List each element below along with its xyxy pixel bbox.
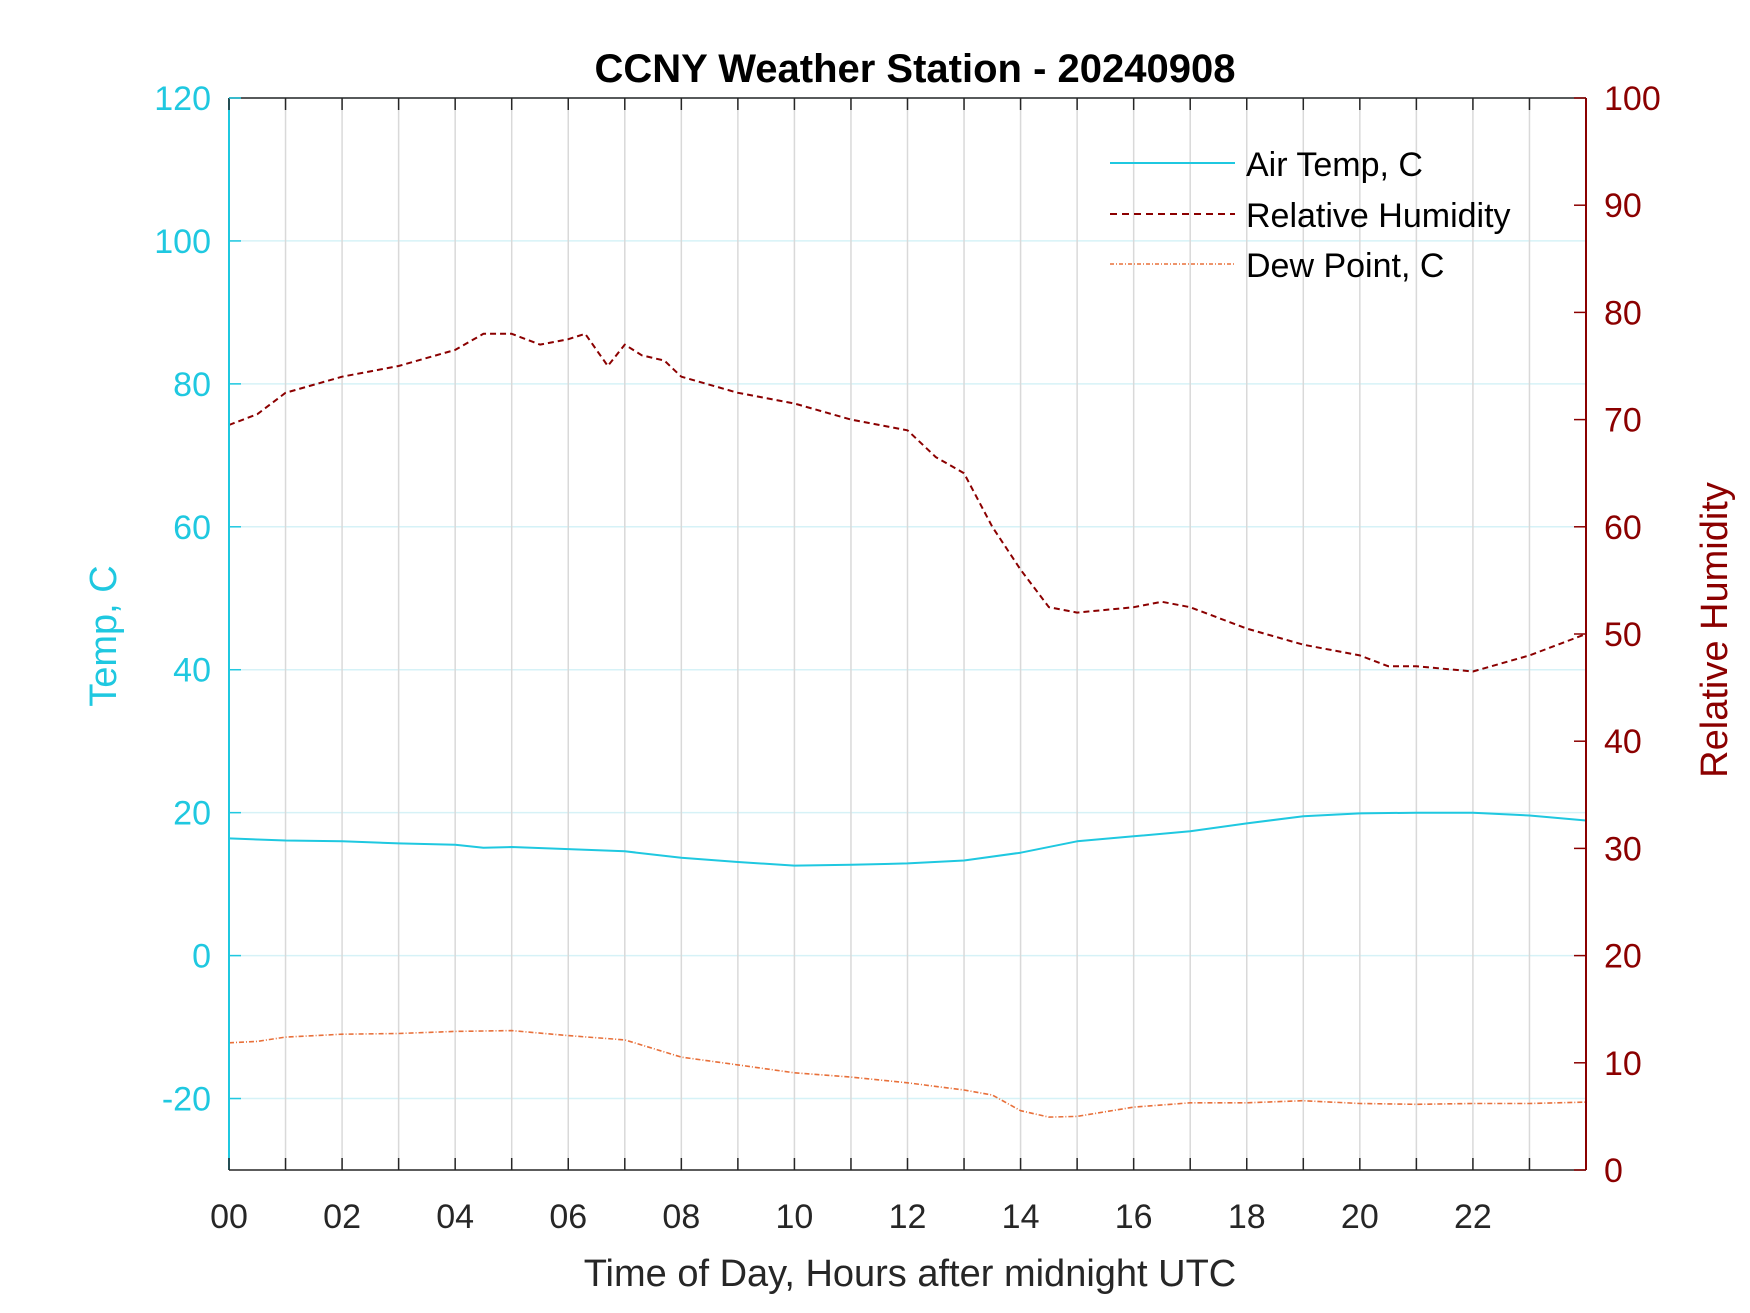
legend-label-dew-point: Dew Point, C: [1246, 247, 1444, 285]
right-tick-label: 50: [1604, 616, 1642, 654]
left-y-axis-label: Temp, C: [83, 565, 125, 706]
x-tick-label: 22: [1454, 1198, 1492, 1236]
right-tick-label: 60: [1604, 509, 1642, 547]
left-tick-label: 40: [173, 652, 211, 690]
left-tick-label: -20: [162, 1081, 211, 1119]
right-tick-label: 80: [1604, 294, 1642, 332]
series-line-relative-humidity: [228, 332, 1587, 673]
x-tick-label: 20: [1341, 1198, 1379, 1236]
x-axis-label: Time of Day, Hours after midnight UTC: [584, 1253, 1237, 1295]
series-line-air-temp-c: [228, 811, 1587, 867]
x-tick-label: 02: [323, 1198, 361, 1236]
x-tick-label: 12: [889, 1198, 927, 1236]
x-tick-label: 00: [210, 1198, 248, 1236]
left-tick-label: 0: [192, 938, 211, 976]
right-tick-label: 90: [1604, 187, 1642, 225]
right-tick-label: 20: [1604, 938, 1642, 976]
left-tick-label: 60: [173, 509, 211, 547]
chart-title: CCNY Weather Station - 20240908: [595, 47, 1236, 91]
x-tick-label: 14: [1002, 1198, 1040, 1236]
left-tick-label: 100: [154, 223, 211, 261]
legend-label-relative-humidity: Relative Humidity: [1246, 197, 1511, 235]
right-tick-label: 100: [1604, 80, 1661, 118]
x-tick-label: 16: [1115, 1198, 1153, 1236]
right-tick-label: 70: [1604, 402, 1642, 440]
x-tick-label: 04: [436, 1198, 474, 1236]
series-line-dew-point-c: [228, 1029, 1587, 1118]
legend: Air Temp, C Relative Humidity Dew Point,…: [1110, 146, 1511, 285]
right-tick-label: 40: [1604, 723, 1642, 761]
right-tick-label: 30: [1604, 830, 1642, 868]
left-tick-label: 80: [173, 366, 211, 404]
right-y-axis-label: Relative Humidity: [1694, 482, 1736, 778]
left-tick-label: 120: [154, 80, 211, 118]
x-tick-label: 08: [662, 1198, 700, 1236]
plot-series: [228, 332, 1587, 1118]
left-tick-label: 20: [173, 795, 211, 833]
grid: [229, 97, 1586, 1170]
right-tick-label: 0: [1604, 1152, 1623, 1190]
x-tick-label: 18: [1228, 1198, 1266, 1236]
x-tick-label: 06: [549, 1198, 587, 1236]
legend-label-air-temp: Air Temp, C: [1246, 146, 1423, 184]
tick-labels: 00 02 04 06 08 10 12 14 16 18 20 22-200204060801001…: [154, 80, 1660, 1236]
right-tick-label: 10: [1604, 1045, 1642, 1083]
x-tick-label: 10: [776, 1198, 814, 1236]
axes: [228, 97, 1587, 1171]
